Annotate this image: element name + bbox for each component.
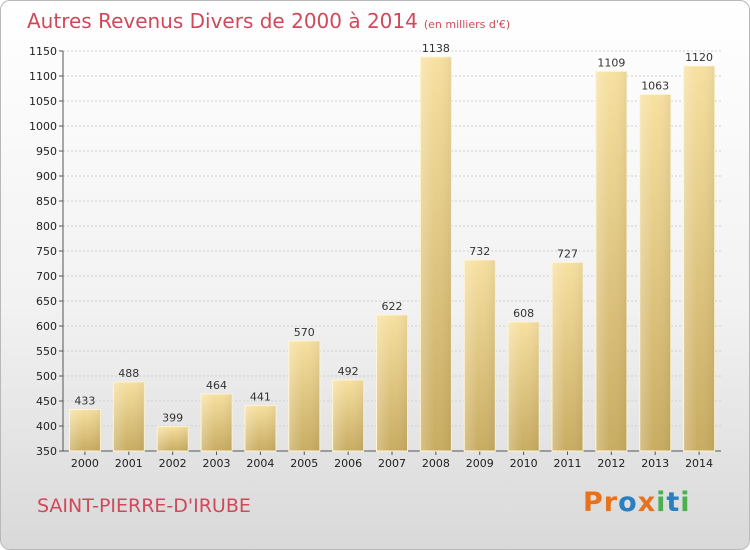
x-tick-label: 2003 xyxy=(203,457,231,470)
chart-subtitle: (en milliers d'€) xyxy=(423,18,511,31)
logo-letter: P xyxy=(583,487,604,518)
x-tick-label: 2001 xyxy=(115,457,143,470)
y-tick-label: 350 xyxy=(36,445,57,458)
x-tick-label: 2014 xyxy=(685,457,713,470)
data-label: 608 xyxy=(513,307,534,320)
logo-letter: t xyxy=(666,487,681,518)
bar-shade xyxy=(551,262,583,451)
y-tick-label: 1050 xyxy=(29,95,57,108)
data-label: 399 xyxy=(162,412,183,425)
y-tick-label: 550 xyxy=(36,345,57,358)
y-tick-label: 1000 xyxy=(29,120,57,133)
y-tick-label: 500 xyxy=(36,370,57,383)
bar-shade xyxy=(508,322,540,451)
bar-shade xyxy=(332,380,364,451)
data-label: 1138 xyxy=(422,42,450,55)
x-tick-label: 2007 xyxy=(378,457,406,470)
y-tick-label: 1100 xyxy=(29,70,57,83)
x-tick-label: 2010 xyxy=(510,457,538,470)
bar-shade xyxy=(288,341,320,451)
data-label: 622 xyxy=(382,300,403,313)
logo-letter: r xyxy=(603,487,619,518)
bar-shade xyxy=(639,94,671,451)
proxiti-logo: Proxiti xyxy=(583,487,691,518)
data-label: 1109 xyxy=(597,57,625,70)
x-tick-label: 2000 xyxy=(71,457,99,470)
bar-shade xyxy=(244,405,276,451)
y-tick-label: 650 xyxy=(36,295,57,308)
chart-title: Autres Revenus Divers de 2000 à 2014 (en … xyxy=(27,9,510,33)
bar-shade xyxy=(595,71,627,451)
data-label: 488 xyxy=(118,367,139,380)
y-tick-label: 750 xyxy=(36,245,57,258)
y-tick-label: 950 xyxy=(36,145,57,158)
location-label: SAINT-PIERRE-D'IRUBE xyxy=(37,495,251,517)
x-tick-label: 2011 xyxy=(553,457,581,470)
logo-letter: i xyxy=(680,487,691,518)
data-label: 570 xyxy=(294,326,315,339)
data-label: 727 xyxy=(557,248,578,261)
x-tick-label: 2008 xyxy=(422,457,450,470)
data-label: 1120 xyxy=(685,51,713,64)
x-tick-label: 2006 xyxy=(334,457,362,470)
x-tick-label: 2013 xyxy=(641,457,669,470)
bar-shade xyxy=(157,426,189,451)
data-label: 492 xyxy=(338,365,359,378)
bar-shade xyxy=(683,66,715,451)
bar-shade xyxy=(69,409,101,451)
data-label: 732 xyxy=(469,245,490,258)
y-tick-label: 900 xyxy=(36,170,57,183)
x-tick-label: 2012 xyxy=(597,457,625,470)
logo-letter: i xyxy=(656,487,667,518)
data-label: 441 xyxy=(250,391,271,404)
bar-shade xyxy=(464,260,496,451)
x-tick-label: 2005 xyxy=(290,457,318,470)
x-tick-label: 2002 xyxy=(159,457,187,470)
y-tick-label: 700 xyxy=(36,270,57,283)
y-tick-label: 400 xyxy=(36,420,57,433)
data-label: 1063 xyxy=(641,80,669,93)
x-tick-label: 2004 xyxy=(246,457,274,470)
bar-shade xyxy=(201,394,233,451)
y-tick-label: 850 xyxy=(36,195,57,208)
logo-letter: x xyxy=(637,487,657,518)
y-tick-label: 450 xyxy=(36,395,57,408)
bar-shade xyxy=(420,57,452,451)
chart-title-text: Autres Revenus Divers de 2000 à 2014 xyxy=(27,9,418,33)
data-label: 433 xyxy=(74,395,95,408)
y-tick-label: 600 xyxy=(36,320,57,333)
x-tick-label: 2009 xyxy=(466,457,494,470)
data-label: 464 xyxy=(206,379,227,392)
bar-shade xyxy=(113,382,145,451)
y-tick-label: 1150 xyxy=(29,45,57,58)
logo-letter: o xyxy=(618,487,638,518)
y-tick-label: 800 xyxy=(36,220,57,233)
bar-shade xyxy=(376,315,408,451)
